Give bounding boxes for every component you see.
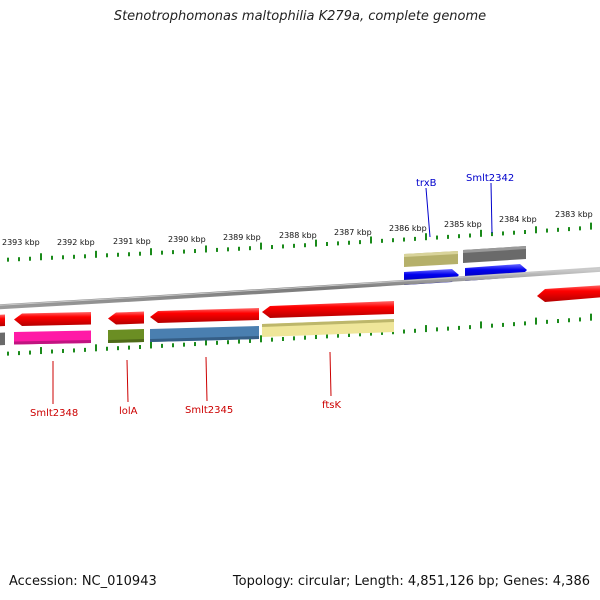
reverse-features [0,319,394,346]
scale-label: 2391 kbp [113,237,151,246]
map-title: Stenotrophomonas maltophilia K279a, comp… [113,9,487,24]
forward-features [404,246,527,285]
scale-label: 2385 kbp [444,220,482,229]
scale-label: 2383 kbp [555,210,593,219]
Smlt2348-gene-arrow[interactable] [14,312,91,326]
genome-backbone [0,266,600,310]
scale-labels: 2393 kbp 2392 kbp 2391 kbp 2390 kbp 2389… [2,210,593,247]
gene-arrow-right-edge[interactable] [537,285,600,302]
label-leader-lines [52,182,493,404]
top-scale-ticks [7,222,592,262]
accession-text: Accession: NC_010943 [9,574,157,589]
gene-label-Smlt2348[interactable]: Smlt2348 [30,408,78,419]
scale-label: 2390 kbp [168,235,206,244]
lolA-gene-arrow[interactable] [108,311,144,325]
topology-text: Topology: circular; Length: 4,851,126 bp… [232,574,590,589]
scale-label: 2388 kbp [279,231,317,240]
scale-label: 2387 kbp [334,228,372,237]
Smlt2345-gene-arrow[interactable] [150,308,259,323]
gene-arrow-left-edge[interactable] [0,314,5,327]
gene-label-trxB[interactable]: trxB [416,178,437,189]
scale-label: 2384 kbp [499,215,537,224]
scale-label: 2393 kbp [2,238,40,247]
ftsK-gene-arrow[interactable] [262,301,394,318]
scale-label: 2386 kbp [389,224,427,233]
scale-label: 2392 kbp [57,238,95,247]
gene-label-Smlt2345[interactable]: Smlt2345 [185,405,233,416]
feature-bar-left-edge[interactable] [0,332,5,346]
gene-labels: Smlt2348 lolA Smlt2345 ftsK trxB Smlt234… [30,173,514,419]
gene-label-lolA[interactable]: lolA [119,406,138,417]
scale-label: 2389 kbp [223,233,261,242]
reverse-gene-arrows [0,285,600,327]
gene-label-ftsK[interactable]: ftsK [322,400,341,411]
gene-label-Smlt2342[interactable]: Smlt2342 [466,173,514,184]
